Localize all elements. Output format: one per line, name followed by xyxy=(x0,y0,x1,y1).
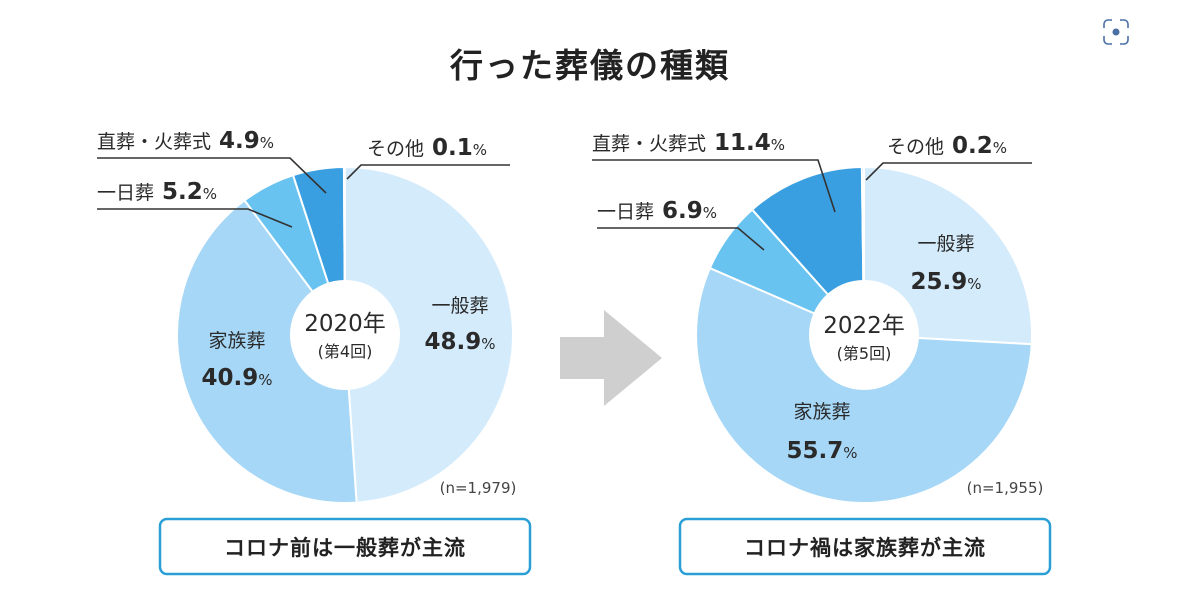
label-sonota-2020: その他 0.1% xyxy=(367,135,487,161)
label-ichinichiso-2022-value: 6.9 xyxy=(662,198,703,224)
leader-line-sonota-2022 xyxy=(865,162,1032,181)
label-chokuso-2020-value: 4.9 xyxy=(219,128,260,154)
leader-line-sonota-2020 xyxy=(346,164,510,180)
center-year-2022: 2022年 xyxy=(823,313,905,339)
donut-hole-2022 xyxy=(809,280,919,390)
lens-icon[interactable] xyxy=(1103,19,1129,45)
slice-kazokuso-2020 xyxy=(176,198,358,504)
label-ippanso-2020: 48.9% xyxy=(424,329,495,355)
leader-lines-2022 xyxy=(592,159,1032,251)
label-kazokuso-2020-value: 40.9 xyxy=(201,365,258,391)
label-ichinichiso-2022: 一日葬 6.9% xyxy=(597,198,717,224)
slice-ippanso-2020 xyxy=(344,165,514,504)
donut-chart-2022 xyxy=(695,165,1033,504)
label-ichinichiso-2020: 一日葬 5.2% xyxy=(97,179,217,205)
right-arrow-icon xyxy=(560,310,662,406)
label-chokuso-2022-value: 11.4 xyxy=(714,130,771,156)
label-kazokuso-2022-name: 家族葬 xyxy=(793,401,850,423)
sample-size-2022: (n=1,955) xyxy=(967,479,1044,497)
leader-line-chokuso-2022 xyxy=(592,159,836,213)
center-year-2020: 2020年 xyxy=(304,311,386,337)
label-sonota-2022-name: その他 xyxy=(887,136,944,158)
leader-line-chokuso-2020 xyxy=(97,157,327,194)
leader-line-ichinichiso-2020 xyxy=(97,208,293,228)
center-round-2020: (第4回) xyxy=(318,342,373,361)
label-ichinichiso-2020-name: 一日葬 xyxy=(97,182,154,204)
label-ichinichiso-2020-value: 5.2 xyxy=(162,179,203,205)
label-chokuso-2022-name: 直葬・火葬式 xyxy=(592,133,706,155)
caption-2020-text: コロナ前は一般葬が主流 xyxy=(224,536,466,560)
label-ippanso-2022-name: 一般葬 xyxy=(917,233,974,255)
caption-2022-text: コロナ禍は家族葬が主流 xyxy=(744,536,986,560)
label-kazokuso-2020: 40.9% xyxy=(201,365,272,391)
label-sonota-2020-name: その他 xyxy=(367,138,424,160)
donut-hole-2020 xyxy=(290,280,400,390)
caption-2020: コロナ前は一般葬が主流 xyxy=(158,517,532,576)
label-chokuso-2020: 直葬・火葬式 4.9% xyxy=(97,128,274,154)
leader-line-ichinichiso-2022 xyxy=(597,227,765,251)
label-ippanso-2022: 25.9% xyxy=(910,269,981,295)
label-chokuso-2020-name: 直葬・火葬式 xyxy=(97,131,211,153)
label-ippanso-2020-value: 48.9 xyxy=(424,329,481,355)
label-sonota-2022-value: 0.2 xyxy=(952,133,993,159)
leader-lines-2020 xyxy=(97,157,510,228)
label-sonota-2020-value: 0.1 xyxy=(432,135,473,161)
label-kazokuso-2022-value: 55.7 xyxy=(786,438,843,464)
label-kazokuso-2022: 55.7% xyxy=(786,438,857,464)
sample-size-2020: (n=1,979) xyxy=(440,479,517,497)
label-kazokuso-2020-name: 家族葬 xyxy=(208,330,265,352)
label-sonota-2022: その他 0.2% xyxy=(887,133,1007,159)
label-chokuso-2022: 直葬・火葬式 11.4% xyxy=(592,130,785,156)
label-ippanso-2020-name: 一般葬 xyxy=(431,295,488,317)
slice-sonota-2020 xyxy=(342,165,346,336)
chart-title: 行った葬儀の種類 xyxy=(449,46,730,85)
center-round-2022: (第5回) xyxy=(837,344,892,363)
caption-2022: コロナ禍は家族葬が主流 xyxy=(678,517,1052,576)
label-ippanso-2022-value: 25.9 xyxy=(910,269,967,295)
label-ichinichiso-2022-name: 一日葬 xyxy=(597,201,654,223)
donut-chart-2020 xyxy=(176,165,514,504)
